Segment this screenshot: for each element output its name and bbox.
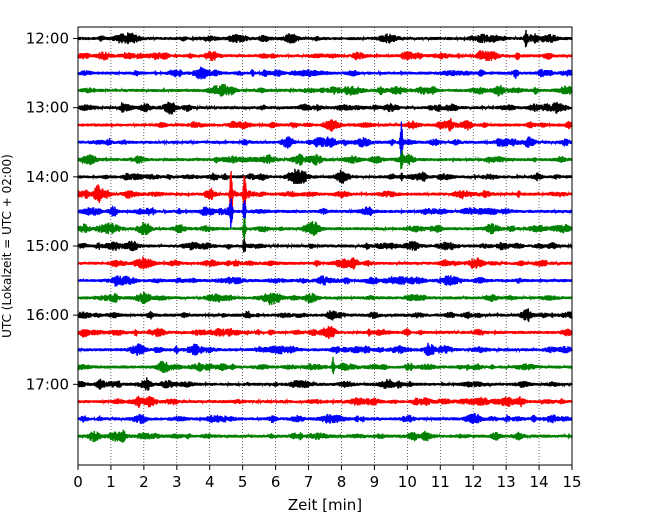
y-axis-title: UTC (Lokalzeit = UTC + 02:00) bbox=[0, 154, 14, 338]
x-tick-label: 10 bbox=[398, 473, 417, 491]
x-tick-label: 8 bbox=[337, 473, 347, 491]
x-axis-title: Zeit [min] bbox=[288, 496, 362, 514]
seismic-trace-1545 bbox=[77, 292, 573, 306]
seismic-traces bbox=[77, 29, 573, 443]
y-tick-label: 15:00 bbox=[26, 237, 69, 255]
y-tick-label: 16:00 bbox=[26, 306, 69, 324]
x-tick-label: 11 bbox=[431, 473, 450, 491]
seismic-trace-1530 bbox=[77, 275, 573, 287]
seismic-trace-1415 bbox=[77, 171, 573, 224]
x-tick-label: 6 bbox=[271, 473, 281, 491]
x-tick-label: 9 bbox=[370, 473, 380, 491]
seismic-trace-1645 bbox=[77, 356, 573, 375]
seismic-trace-1700 bbox=[77, 377, 573, 391]
seismic-trace-1230 bbox=[77, 66, 573, 80]
seismic-trace-1345 bbox=[77, 150, 573, 170]
x-tick-label: 2 bbox=[139, 473, 149, 491]
y-tick-label: 12:00 bbox=[26, 30, 69, 48]
seismic-trace-1215 bbox=[77, 50, 573, 62]
seismic-trace-1330 bbox=[77, 121, 573, 162]
x-tick-label: 0 bbox=[73, 473, 83, 491]
x-tick-label: 15 bbox=[562, 473, 581, 491]
seismic-trace-1445 bbox=[77, 217, 573, 243]
seismic-trace-1745 bbox=[77, 429, 573, 443]
x-tick-label: 12 bbox=[464, 473, 483, 491]
seismic-trace-1400 bbox=[77, 168, 573, 185]
seismic-trace-1430 bbox=[77, 198, 573, 229]
x-tick-label: 3 bbox=[172, 473, 182, 491]
seismic-trace-1300 bbox=[77, 101, 573, 115]
x-tick-label: 14 bbox=[530, 473, 549, 491]
seismic-trace-1500 bbox=[77, 238, 573, 253]
seismic-trace-1730 bbox=[77, 413, 573, 425]
y-tick-label: 13:00 bbox=[26, 99, 69, 117]
y-tick-label: 14:00 bbox=[26, 168, 69, 186]
x-tick-label: 5 bbox=[238, 473, 248, 491]
seismic-trace-1630 bbox=[77, 342, 573, 357]
seismic-trace-1615 bbox=[77, 325, 573, 340]
y-axis: 12:00 13:00 14:00 15:00 16:00 17:00 bbox=[26, 30, 78, 393]
y-tick-label: 17:00 bbox=[26, 375, 69, 393]
x-tick-label: 1 bbox=[106, 473, 116, 491]
seismic-trace-1315 bbox=[77, 118, 573, 132]
x-tick-label: 7 bbox=[304, 473, 314, 491]
seismic-trace-1515 bbox=[77, 256, 573, 270]
x-axis: 0 1 2 3 4 5 6 7 8 9 10 11 12 13 14 15 bbox=[73, 465, 582, 491]
seismic-trace-1600 bbox=[77, 308, 573, 322]
seismic-trace-1245 bbox=[77, 83, 573, 97]
x-tick-label: 13 bbox=[497, 473, 516, 491]
seismic-trace-1200 bbox=[77, 29, 573, 48]
x-tick-label: 4 bbox=[205, 473, 215, 491]
seismic-trace-1715 bbox=[77, 395, 573, 408]
